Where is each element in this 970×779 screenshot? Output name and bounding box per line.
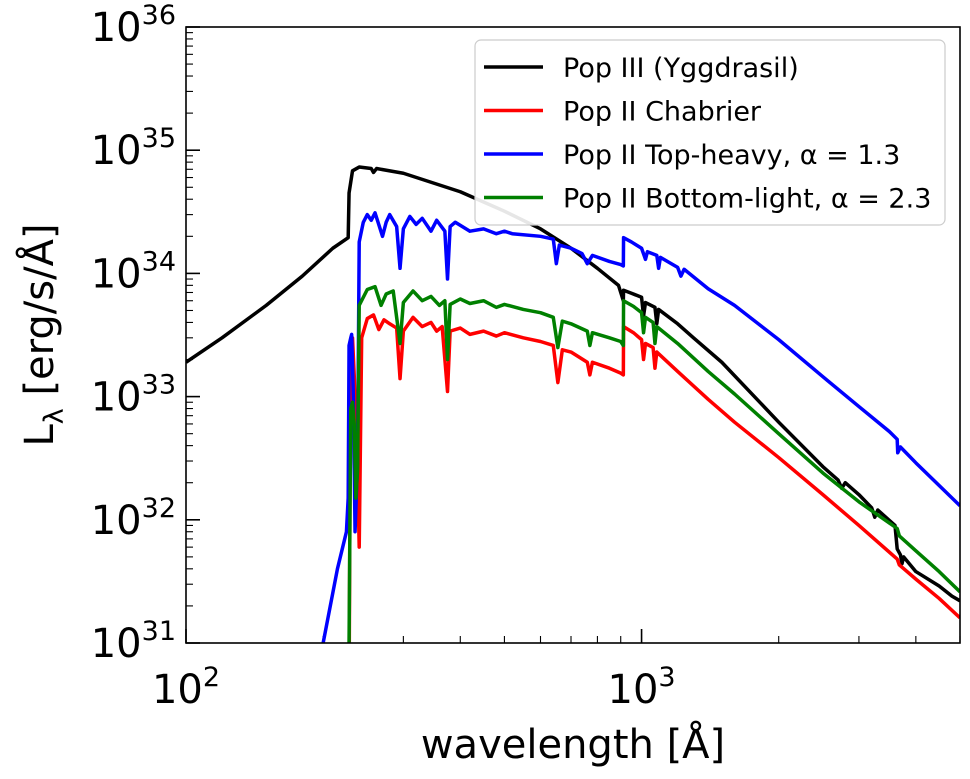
tick-labels: 102 103 1031 1032 1033 1034 1035 1036 <box>91 0 676 713</box>
y-tick-label: 1031 <box>91 616 176 667</box>
y-tick-label: 1032 <box>91 493 176 544</box>
x-tick-label: 102 <box>152 662 220 713</box>
y-tick-label: 1033 <box>91 370 176 421</box>
legend-label: Pop II Bottom-light, α = 2.3 <box>563 184 931 215</box>
legend-label: Pop II Top-heavy, α = 1.3 <box>563 140 900 171</box>
legend-label: Pop III (Yggdrasil) <box>563 53 799 84</box>
series-line-3 <box>321 211 960 643</box>
legend-label: Pop II Chabrier <box>563 97 762 128</box>
plot-frame <box>185 26 961 644</box>
series-layer <box>186 165 960 643</box>
series-line-2 <box>347 313 960 643</box>
y-tick-label: 1036 <box>91 0 176 51</box>
series-line-4 <box>347 284 960 643</box>
legend-frame <box>474 39 946 226</box>
svg-text:Lλ [erg/s/Å]: Lλ [erg/s/Å] <box>15 223 70 446</box>
y-tick-label: 1034 <box>91 246 176 297</box>
x-tick-label: 103 <box>608 662 676 713</box>
y-axis-label: Lλ [erg/s/Å] <box>15 223 70 446</box>
x-axis-label: wavelength [Å] <box>421 720 725 768</box>
y-tick-label: 1035 <box>91 123 176 174</box>
legend: Pop III (Yggdrasil) Pop II Chabrier Pop II… <box>474 39 946 226</box>
